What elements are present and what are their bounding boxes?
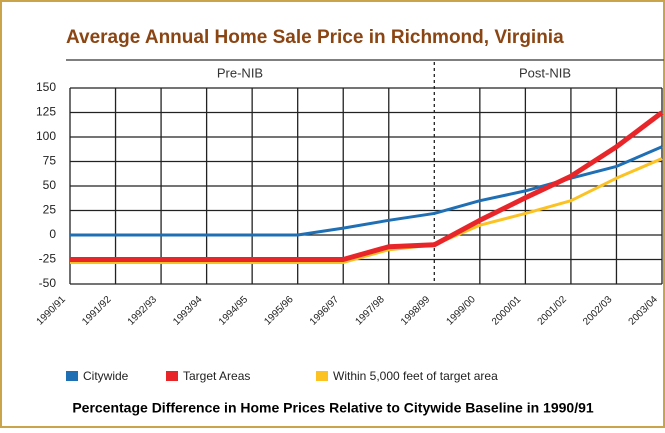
annotation: Pre-NIB <box>217 65 263 80</box>
annotation: Post-NIB <box>519 65 571 80</box>
legend-swatch <box>66 371 78 381</box>
y-tick-label: 75 <box>43 154 57 168</box>
series-line <box>70 110 664 262</box>
chart-title: Average Annual Home Sale Price in Richmo… <box>66 27 564 48</box>
legend-label: Within 5,000 feet of target area <box>333 369 498 383</box>
y-tick-label: 125 <box>36 105 56 119</box>
y-tick-label: 150 <box>36 80 56 94</box>
subtitle: Percentage Difference in Home Prices Rel… <box>72 400 594 416</box>
y-tick-label: -50 <box>39 276 57 290</box>
legend-swatch <box>166 371 178 381</box>
legend-swatch <box>316 371 328 381</box>
y-tick-label: 25 <box>43 203 57 217</box>
legend-label: Target Areas <box>183 369 250 383</box>
y-tick-label: -25 <box>39 252 57 266</box>
y-tick-label: 50 <box>43 178 57 192</box>
y-tick-label: 0 <box>49 227 56 241</box>
legend-label: Citywide <box>83 369 129 383</box>
y-tick-label: 100 <box>36 129 56 143</box>
series-line <box>70 157 663 264</box>
